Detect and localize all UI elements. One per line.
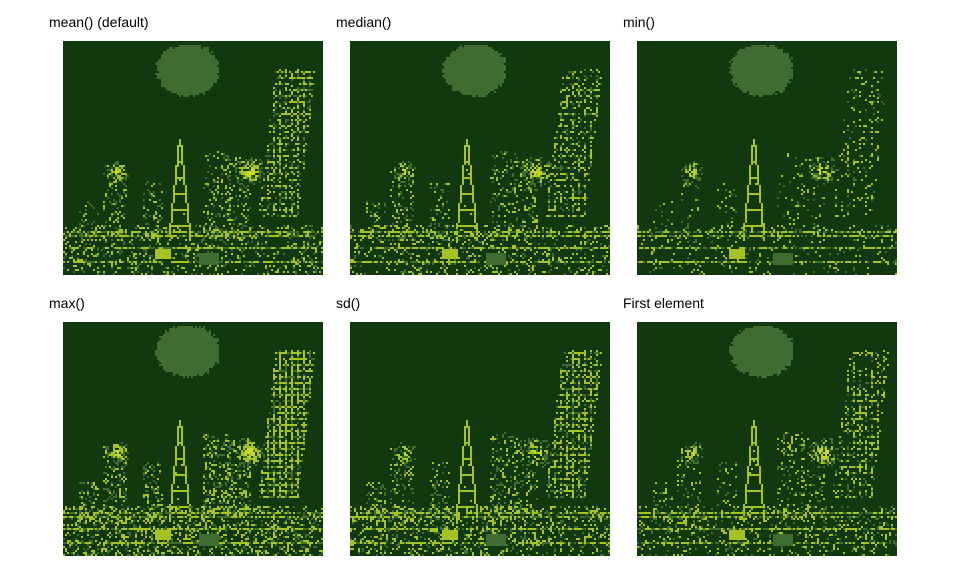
- city-image-min: [637, 41, 897, 275]
- city-image-max: [63, 322, 323, 556]
- panel-title: mean() (default): [49, 14, 149, 30]
- panel-title: First element: [623, 295, 704, 311]
- panel-title: sd(): [336, 295, 361, 311]
- panel-title: median(): [336, 14, 392, 30]
- city-image-mean: [63, 41, 323, 275]
- city-image-sd: [350, 322, 610, 556]
- city-image-first-element: [637, 322, 897, 556]
- city-image-median: [350, 41, 610, 275]
- panel-title: max(): [49, 295, 85, 311]
- panel-title: min(): [623, 14, 655, 30]
